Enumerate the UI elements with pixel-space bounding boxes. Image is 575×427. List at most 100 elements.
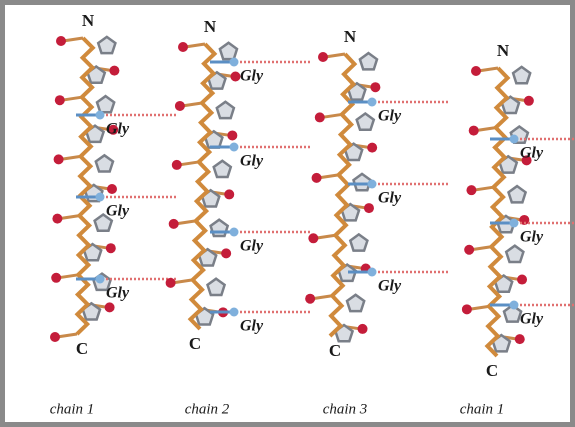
carbonyl-bond [62, 97, 82, 100]
carbonyl-bond [176, 221, 196, 224]
glycine-label: Gly [106, 285, 130, 302]
glycine-atom [368, 268, 377, 277]
oxygen-atom [471, 66, 481, 76]
oxygen-atom [221, 248, 231, 258]
oxygen-atom [50, 332, 60, 342]
chain-structure [462, 66, 575, 356]
oxygen-atom [466, 185, 476, 195]
glycine-label: Gly [520, 229, 544, 246]
carbonyl-bond [471, 247, 491, 250]
oxygen-atom [169, 219, 179, 229]
oxygen-atom [175, 101, 185, 111]
oxygen-atom [318, 52, 328, 62]
oxygen-atom [55, 95, 65, 105]
proline-ring [360, 53, 377, 69]
carbonyl-bond [319, 175, 339, 178]
carbonyl-bond [469, 306, 489, 309]
oxygen-atom [172, 160, 182, 170]
c-terminus: C [486, 361, 498, 380]
oxygen-atom [54, 154, 64, 164]
oxygen-atom [230, 71, 240, 81]
glycine-label: Gly [378, 108, 402, 125]
n-terminus: N [497, 41, 510, 60]
carbonyl-bond [185, 44, 205, 47]
glycine-atom [96, 193, 105, 202]
carbonyl-bond [322, 114, 342, 117]
oxygen-atom [227, 130, 237, 140]
oxygen-atom [524, 96, 534, 106]
proline-ring [513, 67, 530, 83]
oxygen-atom [52, 214, 62, 224]
chain-label: chain 2 [185, 401, 230, 417]
proline-ring [208, 279, 225, 295]
oxygen-atom [515, 334, 525, 344]
chain-structure [166, 42, 312, 329]
glycine-label: Gly [520, 145, 544, 162]
glycine-label: Gly [378, 278, 402, 295]
oxygen-atom [367, 143, 377, 153]
carbonyl-bond [312, 296, 332, 299]
oxygen-atom [105, 302, 115, 312]
proline-ring [96, 155, 113, 171]
oxygen-atom [462, 304, 472, 314]
glycine-atom [510, 219, 519, 228]
carbonyl-bond [478, 68, 498, 71]
oxygen-atom [305, 294, 315, 304]
proline-ring [217, 102, 234, 118]
n-terminus: N [82, 11, 95, 30]
glycine-atom [230, 143, 239, 152]
glycine-atom [230, 308, 239, 317]
glycine-atom [510, 301, 519, 310]
oxygen-atom [312, 173, 322, 183]
oxygen-atom [464, 245, 474, 255]
c-terminus: C [76, 339, 88, 358]
proline-ring [350, 234, 367, 250]
c-terminus: C [329, 341, 341, 360]
oxygen-atom [469, 126, 479, 136]
chain-label: chain 3 [323, 401, 368, 417]
c-terminus: C [189, 334, 201, 353]
glycine-label: Gly [240, 153, 264, 170]
carbonyl-bond [59, 216, 79, 219]
proline-ring [97, 96, 114, 112]
carbonyl-bond [182, 103, 202, 106]
proline-ring [357, 114, 374, 130]
glycine-label: Gly [240, 318, 264, 335]
n-terminus: N [344, 27, 357, 46]
glycine-atom [96, 275, 105, 284]
oxygen-atom [358, 324, 368, 334]
oxygen-atom [370, 82, 380, 92]
proline-ring [98, 37, 115, 53]
carbonyl-bond [315, 235, 335, 238]
proline-ring [211, 220, 228, 236]
glycine-atom [230, 58, 239, 67]
glycine-atom [230, 228, 239, 237]
glycine-label: Gly [378, 190, 402, 207]
proline-ring [214, 161, 231, 177]
collagen-diagram: N C Gly Gly Gly chain 1 N C Gly Gly Gly Gly chain 2 N… [0, 0, 575, 427]
carbonyl-bond [325, 54, 345, 57]
glycine-label: Gly [106, 203, 130, 220]
chain-label: chain 1 [460, 401, 505, 417]
oxygen-atom [315, 112, 325, 122]
oxygen-atom [56, 36, 66, 46]
glycine-label: Gly [240, 68, 264, 85]
carbonyl-bond [57, 334, 77, 337]
oxygen-atom [224, 189, 234, 199]
carbonyl-bond [473, 187, 493, 190]
oxygen-atom [107, 184, 117, 194]
carbonyl-bond [61, 156, 81, 159]
glycine-atom [96, 111, 105, 120]
proline-ring [220, 43, 237, 59]
proline-ring [347, 295, 364, 311]
glycine-label: Gly [520, 311, 544, 328]
oxygen-atom [51, 273, 61, 283]
carbonyl-bond [173, 280, 193, 283]
oxygen-atom [178, 42, 188, 52]
oxygen-atom [364, 203, 374, 213]
oxygen-atom [166, 278, 176, 288]
diagram: N C Gly Gly Gly chain 1 N C Gly Gly Gly Gly chain 2 N… [0, 0, 575, 427]
glycine-label: Gly [240, 238, 264, 255]
proline-ring [506, 246, 523, 262]
carbonyl-bond [58, 275, 78, 278]
